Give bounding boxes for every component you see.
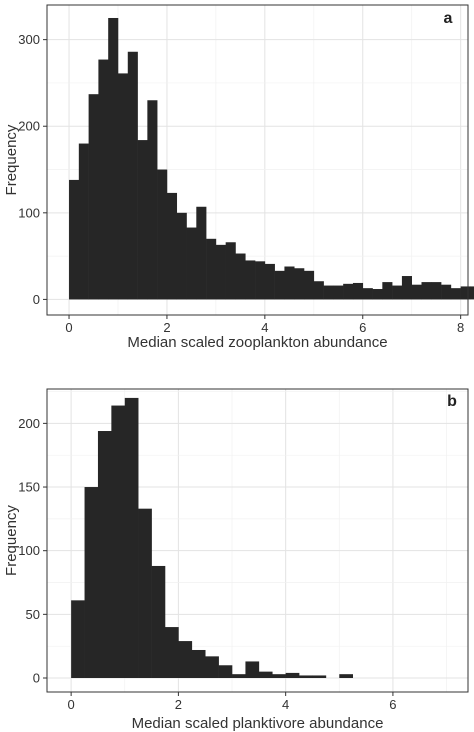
histogram-bar bbox=[215, 244, 226, 300]
x-tick-label: 2 bbox=[175, 697, 182, 712]
bars bbox=[69, 17, 474, 300]
histogram-bar bbox=[108, 17, 119, 300]
histogram-bar bbox=[127, 51, 138, 300]
histogram-bar bbox=[450, 288, 461, 300]
x-tick-label: 6 bbox=[359, 320, 366, 335]
y-axis-title: Frequency bbox=[3, 505, 20, 576]
histogram-bar bbox=[372, 289, 383, 300]
panel-tag-label: a bbox=[444, 10, 453, 27]
histogram-bar bbox=[176, 212, 187, 300]
histogram-bar bbox=[157, 169, 168, 300]
x-tick-label: 4 bbox=[282, 697, 289, 712]
panel-b: 0 2 4 6 0 50 100 150 200 Median scaled planktivor… bbox=[3, 388, 469, 732]
histogram-bar bbox=[352, 282, 364, 300]
histogram-bar bbox=[111, 405, 126, 678]
y-tick-label: 100 bbox=[18, 543, 40, 558]
histogram-bar bbox=[196, 206, 207, 300]
histogram-bar bbox=[88, 94, 99, 300]
histogram-bar bbox=[304, 270, 315, 300]
histogram-bar bbox=[84, 487, 99, 678]
histogram-bar bbox=[272, 674, 286, 678]
bars bbox=[71, 397, 353, 678]
histogram-bar bbox=[71, 600, 85, 678]
histogram-bar bbox=[431, 282, 442, 300]
histogram-bar bbox=[343, 283, 354, 300]
x-tick-label: 2 bbox=[163, 320, 170, 335]
histogram-bar bbox=[78, 143, 89, 300]
panel-border bbox=[46, 388, 469, 693]
histogram-bar bbox=[460, 286, 471, 300]
histogram-bar bbox=[258, 671, 273, 678]
y-tick-label: 150 bbox=[18, 480, 40, 495]
histogram-bar bbox=[97, 431, 112, 678]
histogram-bar bbox=[205, 656, 219, 678]
panel-tag-label: b bbox=[447, 393, 457, 410]
y-tick-label: 300 bbox=[18, 32, 40, 47]
histogram-bar bbox=[313, 281, 324, 300]
histogram-bar bbox=[245, 661, 260, 678]
histogram-bar bbox=[245, 260, 256, 300]
y-axis-title: Frequency bbox=[3, 124, 20, 195]
histogram-bar bbox=[186, 227, 197, 300]
histogram-bar bbox=[294, 268, 305, 300]
x-axis-title: Median scaled zooplankton abundance bbox=[127, 334, 387, 351]
x-axis-title: Median scaled planktivore abundance bbox=[132, 715, 384, 732]
histogram-bar bbox=[299, 675, 313, 678]
histogram-bar bbox=[225, 242, 236, 300]
histogram-bar bbox=[151, 565, 166, 678]
histogram-bar bbox=[401, 276, 413, 300]
histogram-bar bbox=[274, 270, 285, 300]
y-tick-label: 0 bbox=[33, 670, 40, 685]
y-tick-label: 100 bbox=[18, 205, 40, 220]
histogram-bar bbox=[164, 627, 179, 678]
histogram-bar bbox=[218, 665, 233, 678]
histogram-bar bbox=[137, 140, 148, 300]
histogram-bar bbox=[411, 284, 422, 300]
x-tick-label: 4 bbox=[261, 320, 268, 335]
histogram-bar bbox=[147, 100, 158, 300]
y-tick-label: 200 bbox=[18, 416, 40, 431]
histogram-bar bbox=[284, 266, 295, 300]
histogram-bar bbox=[191, 649, 206, 678]
histogram-bar bbox=[421, 282, 432, 300]
histogram-bar bbox=[117, 73, 129, 300]
histogram-bar bbox=[333, 285, 344, 300]
histogram-bar bbox=[206, 238, 217, 300]
histogram-bar bbox=[470, 286, 474, 300]
histogram-bar bbox=[441, 284, 452, 300]
histogram-bar bbox=[235, 253, 246, 300]
histogram-bar bbox=[178, 641, 193, 678]
x-tick-label: 8 bbox=[457, 320, 464, 335]
x-tick-label: 0 bbox=[65, 320, 72, 335]
histogram-bar bbox=[323, 285, 334, 300]
y-tick-label: 200 bbox=[18, 119, 40, 134]
histogram-bar bbox=[362, 288, 373, 300]
histogram-bar bbox=[392, 285, 403, 300]
histogram-bar bbox=[69, 179, 80, 300]
histogram-bar bbox=[264, 263, 275, 300]
histogram-bar bbox=[232, 674, 246, 678]
y-tick-label: 50 bbox=[26, 607, 40, 622]
x-tick-label: 6 bbox=[389, 697, 396, 712]
histogram-bar bbox=[166, 192, 178, 300]
histogram-bar bbox=[124, 397, 139, 678]
histogram-bar bbox=[98, 59, 109, 300]
histogram-bar bbox=[255, 261, 266, 300]
histogram-bar bbox=[312, 675, 327, 678]
histogram-bar bbox=[138, 508, 152, 678]
panel-border bbox=[46, 4, 469, 316]
histogram-bar bbox=[339, 674, 353, 678]
histogram-bar bbox=[382, 282, 393, 300]
y-tick-label: 0 bbox=[33, 292, 40, 307]
panel-a: 0 2 4 6 8 0 100 200 300 Median scaled zooplankton… bbox=[3, 4, 474, 351]
histogram-bar bbox=[285, 672, 300, 678]
x-tick-label: 0 bbox=[68, 697, 75, 712]
